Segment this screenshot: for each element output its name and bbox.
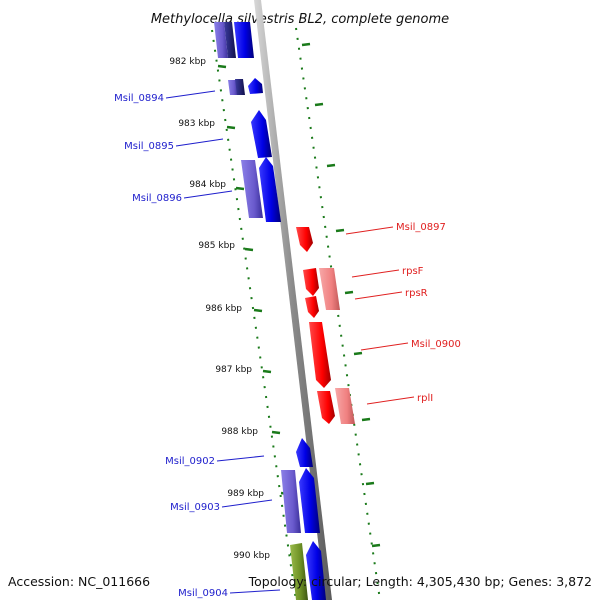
gene-rpsr[interactable] (319, 268, 340, 310)
gene-arrow[interactable] (224, 22, 236, 58)
forward-strand-genes (214, 22, 326, 600)
gene-msil-0903[interactable] (281, 470, 301, 533)
genome-backbone (254, 0, 332, 600)
tick-label: 989 kbp (227, 489, 264, 499)
accession-text: Accession: NC_011666 (8, 574, 150, 589)
gene-msil-0896[interactable] (241, 160, 263, 218)
gene-arrow[interactable] (234, 22, 254, 58)
gene-label[interactable]: Msil_0894 (114, 93, 164, 104)
gene-label[interactable]: rpsF (402, 266, 424, 277)
gene-label[interactable]: Msil_0895 (124, 141, 174, 152)
gene-arrow[interactable] (248, 78, 263, 94)
tick-label: 983 kbp (178, 119, 215, 129)
reverse-strand-genes (296, 227, 355, 424)
gene-arrow[interactable] (214, 22, 228, 58)
gene-arrow[interactable] (299, 468, 320, 533)
tick-label: 982 kbp (169, 57, 206, 67)
right-gene-labels: Msil_0897 rpsF rpsR Msil_0900 rplI (396, 222, 461, 404)
topology-text: Topology: circular; Length: 4,305,430 bp… (248, 574, 592, 589)
gene-msil-0902[interactable] (296, 438, 313, 467)
right-major-ticks (301, 42, 381, 548)
tick-label: 987 kbp (215, 365, 252, 375)
tick-label: 985 kbp (198, 241, 235, 251)
left-leader-lines (165, 90, 281, 594)
gene-label[interactable]: Msil_0902 (165, 456, 215, 467)
gene-msil-0897[interactable] (296, 227, 313, 252)
tick-label: 988 kbp (221, 427, 258, 437)
gene-label[interactable]: Msil_0903 (170, 502, 220, 513)
gene-msil-0895[interactable] (251, 110, 272, 158)
gene-label[interactable]: Msil_0904 (178, 588, 228, 599)
tick-label: 984 kbp (189, 180, 226, 190)
tick-label: 986 kbp (205, 304, 242, 314)
map-title: Methylocella silvestris BL2, complete ge… (151, 12, 449, 27)
gene-label[interactable]: rplI (417, 393, 433, 404)
gene-rpsf[interactable] (303, 268, 319, 296)
tick-label: 990 kbp (233, 551, 270, 561)
left-gene-labels: Msil_0894 Msil_0895 Msil_0896 Msil_0902 … (114, 93, 228, 599)
gene-msil-0904[interactable] (290, 543, 308, 600)
gene-label[interactable]: Msil_0897 (396, 222, 446, 233)
gene-arrow[interactable] (235, 79, 245, 95)
kbp-tick-labels: 982 kbp 983 kbp 984 kbp 985 kbp 986 kbp … (169, 57, 270, 561)
gene-label[interactable]: Msil_0900 (411, 339, 461, 350)
gene-arrow[interactable] (259, 157, 281, 222)
right-tick-track (295, 27, 381, 600)
left-tick-track (211, 29, 297, 600)
gene-label[interactable]: Msil_0896 (132, 193, 182, 204)
gene-rpli[interactable] (317, 391, 335, 424)
gene-msil-0894[interactable] (228, 80, 238, 95)
right-leader-lines (345, 226, 415, 405)
gene-label[interactable]: rpsR (405, 288, 428, 299)
gene-arrow[interactable] (306, 541, 326, 600)
gene-arrow[interactable] (335, 388, 355, 424)
gene-arrow[interactable] (305, 296, 319, 318)
gene-msil-0900[interactable] (309, 322, 331, 388)
